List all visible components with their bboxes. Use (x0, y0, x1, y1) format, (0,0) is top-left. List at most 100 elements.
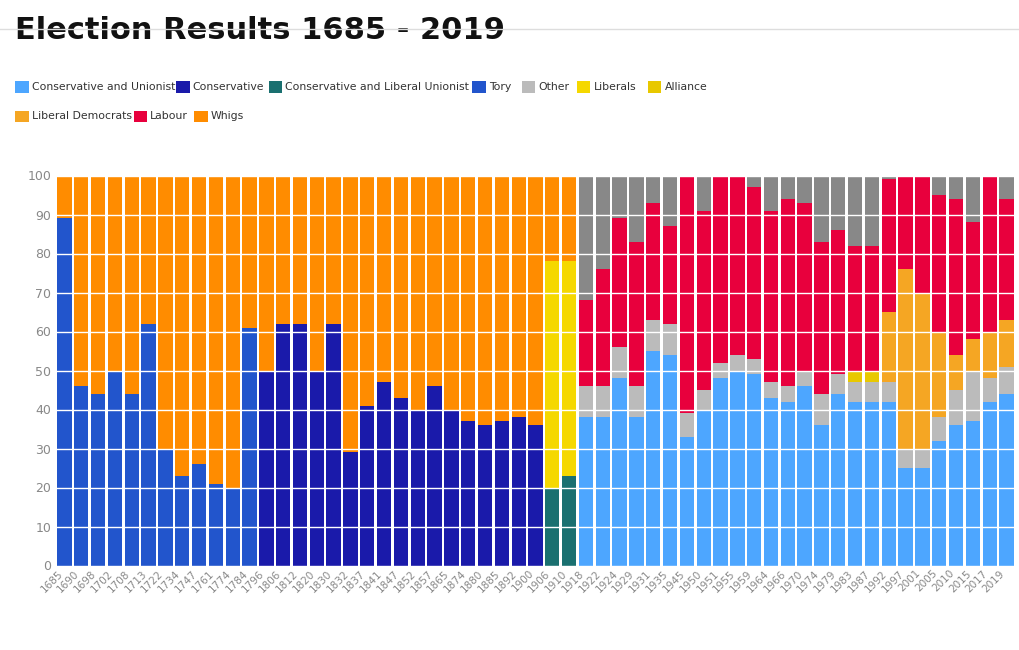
Bar (645, 203, 659, 320)
Bar (880, 402, 895, 566)
Bar (746, 187, 760, 359)
Bar (813, 242, 827, 394)
Text: Labour: Labour (150, 111, 189, 122)
Bar (880, 312, 895, 382)
Bar (662, 176, 677, 226)
Bar (158, 448, 172, 566)
Bar (847, 402, 861, 566)
Bar (494, 176, 508, 421)
Bar (898, 448, 912, 468)
Bar (175, 476, 190, 566)
Bar (544, 261, 558, 488)
Bar (914, 292, 928, 448)
Bar (880, 382, 895, 402)
Text: Tory: Tory (488, 82, 511, 92)
Bar (343, 176, 358, 452)
Text: Liberal Democrats: Liberal Democrats (32, 111, 131, 122)
Bar (629, 176, 643, 242)
Bar (528, 425, 542, 566)
Bar (948, 199, 962, 355)
Bar (377, 176, 391, 382)
Bar (965, 421, 979, 566)
Bar (326, 324, 340, 566)
Bar (797, 386, 811, 566)
Bar (478, 176, 492, 425)
Bar (847, 176, 861, 246)
Bar (292, 324, 307, 566)
Bar (645, 351, 659, 566)
Bar (965, 176, 979, 222)
Bar (124, 176, 139, 394)
Bar (931, 332, 946, 417)
Bar (898, 20, 912, 23)
Bar (444, 410, 459, 566)
Text: Alliance: Alliance (663, 82, 706, 92)
Bar (461, 421, 475, 566)
Bar (427, 386, 441, 566)
Bar (999, 367, 1013, 394)
Bar (847, 370, 861, 382)
Bar (813, 176, 827, 242)
Bar (393, 398, 408, 566)
Bar (259, 176, 273, 370)
Bar (310, 176, 324, 370)
Text: Other: Other (538, 82, 569, 92)
Bar (511, 417, 526, 566)
Text: Liberals: Liberals (593, 82, 636, 92)
Bar (494, 421, 508, 566)
Bar (360, 406, 374, 566)
Bar (931, 195, 946, 332)
Bar (948, 390, 962, 425)
Bar (142, 176, 156, 324)
Bar (427, 176, 441, 386)
Bar (780, 199, 794, 386)
Bar (696, 176, 710, 211)
Bar (561, 476, 576, 566)
Bar (662, 324, 677, 355)
Text: Whigs: Whigs (211, 111, 244, 122)
Bar (746, 359, 760, 374)
Bar (880, 176, 895, 179)
Bar (898, 468, 912, 566)
Bar (243, 328, 257, 566)
Bar (411, 176, 425, 410)
Bar (611, 176, 626, 218)
Text: Conservative and Unionist: Conservative and Unionist (32, 82, 175, 92)
Bar (931, 417, 946, 441)
Bar (662, 226, 677, 324)
Bar (847, 382, 861, 402)
Bar (730, 355, 744, 370)
Bar (595, 269, 609, 386)
Bar (847, 246, 861, 370)
Bar (948, 176, 962, 199)
Bar (696, 390, 710, 410)
Bar (595, 386, 609, 417)
Bar (611, 378, 626, 566)
Bar (763, 398, 777, 566)
Bar (108, 176, 122, 370)
Text: Conservative: Conservative (193, 82, 264, 92)
Bar (645, 176, 659, 203)
Bar (864, 370, 878, 382)
Bar (645, 320, 659, 351)
Bar (595, 417, 609, 566)
Bar (511, 176, 526, 417)
Bar (611, 347, 626, 378)
Bar (629, 417, 643, 566)
Bar (914, 468, 928, 566)
Bar (561, 176, 576, 261)
Bar (965, 222, 979, 339)
Bar (999, 394, 1013, 566)
Bar (797, 203, 811, 370)
Bar (192, 176, 206, 464)
Bar (360, 176, 374, 406)
Bar (393, 176, 408, 398)
Bar (914, 133, 928, 292)
Bar (763, 211, 777, 382)
Bar (595, 176, 609, 269)
Bar (158, 176, 172, 448)
Bar (444, 176, 459, 410)
Bar (914, 448, 928, 468)
Bar (746, 374, 760, 566)
Bar (209, 176, 223, 484)
